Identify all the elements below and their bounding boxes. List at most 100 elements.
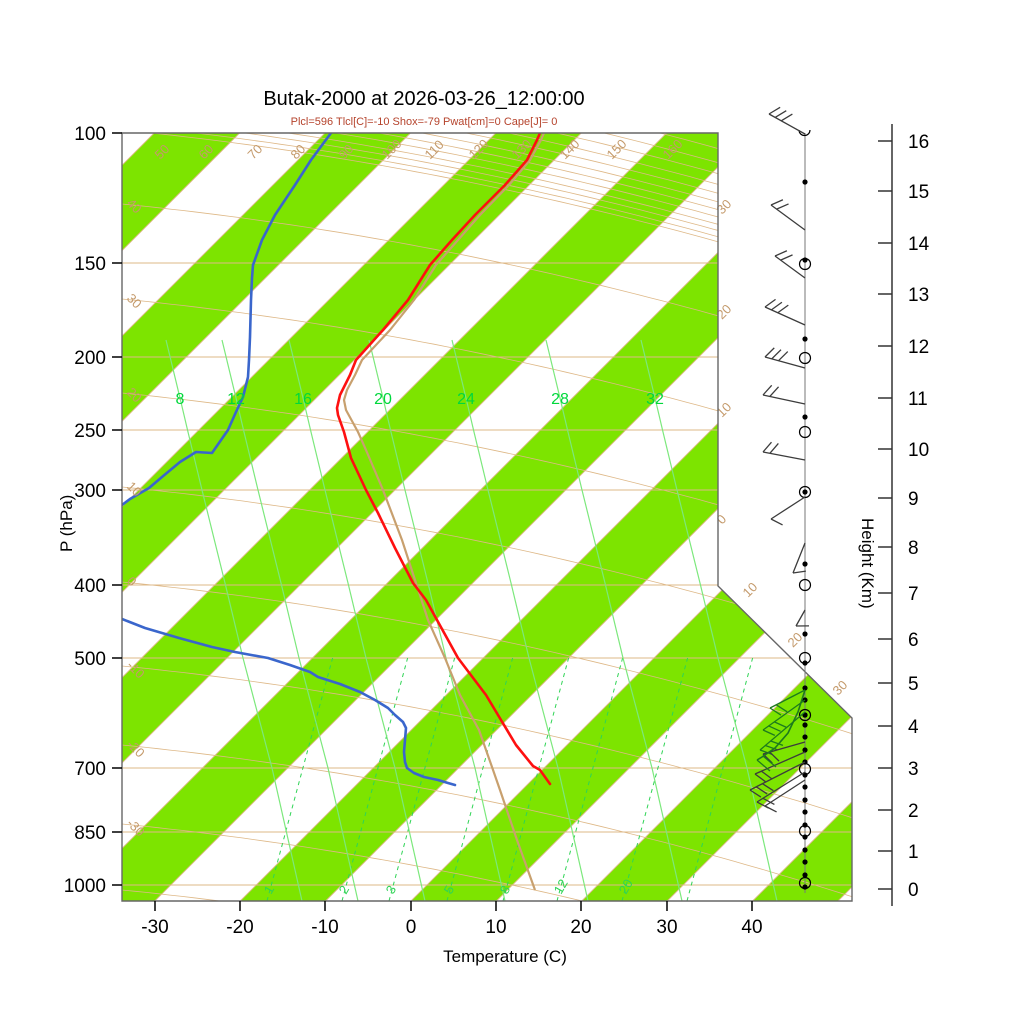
height-tick-label: 3 [908,759,919,780]
height-tick-label: 15 [908,182,929,203]
bottom-axis-title: Temperature (C) [443,947,567,966]
wind-barb-tick [759,749,773,756]
wind-barb-shaft [764,306,806,326]
wind-barb-tick [775,704,788,713]
wind-level-dot [802,734,808,740]
dry-adiabat [122,665,852,823]
dry-adiabat-label: 10 [740,579,761,600]
wind-barb-tick [764,298,776,308]
isotherm-line [666,133,852,901]
isotherm-line [837,133,852,901]
isotherm-band [122,133,582,901]
temperature-tick-label: -20 [226,917,253,938]
wind-barb-shaft [764,779,806,807]
wind-barb-shaft [795,609,806,627]
isotherm-line [122,133,497,901]
moist-adiabat-label: 12 [227,391,245,408]
height-tick-label: 7 [908,584,919,605]
wind-barb-shaft [754,751,806,775]
wind-barb-tick [776,203,789,210]
dry-adiabat-label: 30 [714,196,735,217]
wind-streamer-tick [762,755,777,768]
temperature-tick-label: -30 [141,917,168,938]
wind-level-circle [798,651,812,665]
wind-barb-tick [769,707,782,716]
wind-level-dot [802,179,808,185]
wind-barb-tick [764,805,777,813]
wind-level-dot [802,784,808,790]
wind-level-dot [802,797,808,803]
right-axis-title: Height (Km) [858,518,877,609]
pressure-tick-label: 300 [74,481,106,502]
wind-barb-tick [771,301,783,311]
dry-adiabat-label: 150 [604,136,630,162]
wind-barb-shaft [768,113,806,135]
pressure-tick-label: 850 [74,823,106,844]
isotherm-line [122,133,411,901]
dry-adiabat [122,823,747,901]
mixing-ratio-line [556,657,624,901]
height-tick-label: 14 [908,234,930,255]
wind-level-circle [798,762,812,776]
wind-barb-tick [770,199,784,206]
moist-adiabat [545,339,683,901]
wind-barb-shaft [764,356,806,369]
wind-barb-shaft [749,761,806,791]
mixing-ratio-line [388,657,456,901]
pressure-tick-label: 100 [74,124,106,145]
wind-barb-tick [778,351,789,362]
wind-level-dot [802,414,808,420]
pressure-tick-label: 150 [74,254,106,275]
wind-barb-tick [769,751,780,762]
temperature-tick-label: 0 [406,917,417,938]
moist-adiabat [221,339,359,901]
isotherm-line [122,133,582,901]
isotherm-band [122,133,752,901]
isotherm-band [581,133,852,901]
wind-level-circle [798,876,812,890]
wind-barb-tick [765,744,778,751]
wind-level-circle [798,578,812,592]
plot-frame [121,132,853,902]
mixing-ratio-line [686,657,754,901]
wind-barb-tick [762,729,776,736]
moist-adiabat [451,339,589,901]
mixing-ratio-line [621,657,689,901]
chart-parameters: Plcl=596 Tlcl[C]=-10 Shox=-79 Pwat[cm]=0… [290,116,558,128]
wind-level-dot [802,685,808,691]
plot-area [122,133,1024,901]
dry-adiabat-label: 10 [714,399,735,420]
wind-barb-tick [761,770,773,780]
wind-level-circled-dot-center [802,489,808,495]
mixing-ratio-label: 12 [551,876,571,896]
parcel-curve [342,133,546,891]
moist-adiabat [165,339,303,901]
isotherm-line [122,133,326,901]
pressure-tick-label: 200 [74,348,106,369]
isotherm-line [122,133,667,901]
isotherm-line [923,133,1024,901]
wind-barb-shaft [770,204,806,231]
wind-barb-tick [770,518,783,526]
moist-adiabat [640,339,778,901]
moist-adiabat-label: 32 [646,391,664,408]
wind-barb-tick [774,721,787,728]
wind-level-dot [802,872,808,878]
wind-barb-shaft [770,496,806,520]
height-tick-label: 12 [908,337,929,358]
wind-level-dot [802,561,808,567]
wind-barb-tick [769,386,780,397]
moist-adiabat-label: 28 [551,391,569,408]
wind-barb-shaft [762,451,806,461]
wind-barb-tick [768,725,781,732]
wind-barb-tick [780,254,793,261]
height-tick-label: 5 [908,674,919,695]
isotherm-band [752,133,852,901]
height-tick-label: 16 [908,132,929,153]
height-tick-label: 2 [908,801,919,822]
dry-adiabat [122,889,471,901]
mixing-ratio-line [446,657,514,901]
dry-adiabat-label: 30 [124,291,145,312]
